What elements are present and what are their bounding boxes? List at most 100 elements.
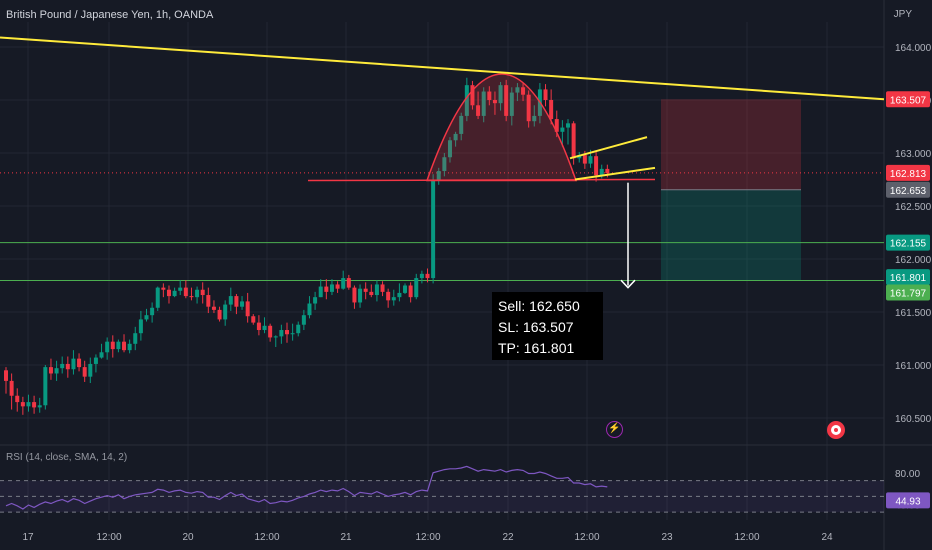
currency-label: JPY	[893, 9, 912, 20]
candle-body	[116, 341, 121, 350]
time-tick-label: 23	[661, 532, 673, 543]
economic-event-icon[interactable]	[827, 421, 845, 439]
candle-body	[240, 301, 245, 307]
candle-body	[335, 284, 340, 289]
candle-body	[195, 289, 200, 298]
candle-body	[386, 291, 391, 301]
candle-body	[324, 286, 329, 292]
candle-body	[9, 380, 14, 396]
candle-body	[183, 287, 188, 297]
candle-body	[313, 297, 318, 304]
candle-body	[245, 301, 250, 317]
time-tick-label: 21	[340, 532, 352, 543]
candle-body	[358, 288, 363, 303]
candle-body	[419, 273, 424, 279]
price-label-badge	[886, 181, 930, 198]
candle-body	[464, 85, 469, 116]
candle-body	[414, 278, 419, 298]
candle-body	[605, 168, 610, 174]
take-profit-zone	[661, 189, 801, 281]
candle-body	[127, 343, 132, 351]
candle-body	[582, 155, 587, 164]
candle-body	[133, 333, 138, 344]
candle-body	[341, 278, 346, 289]
price-labels: 44.93 163.507 162.813 162.653 162.155 161.801…	[886, 91, 930, 509]
candle-body	[307, 303, 312, 316]
stop-loss-zone	[661, 99, 801, 190]
candle-body	[459, 115, 464, 134]
candle-body	[172, 290, 177, 297]
price-label-badge	[886, 269, 930, 286]
rsi-tick-label: 80.00	[895, 469, 920, 480]
candle-body	[301, 315, 306, 325]
candle-body	[442, 157, 447, 172]
neckline-trendline	[307, 178, 656, 182]
candle-body	[369, 291, 374, 296]
candle-body	[150, 307, 155, 316]
price-tick-label: 161.500	[895, 308, 932, 319]
symbol-title[interactable]: British Pound / Japanese Yen, 1h, OANDA	[6, 9, 214, 21]
candle-body	[15, 395, 20, 403]
candle-body	[26, 402, 31, 407]
price-label-badge	[886, 234, 930, 251]
candle-body	[200, 289, 205, 296]
candle-body	[228, 296, 233, 305]
candle-body	[206, 295, 211, 307]
price-tick-label: 162.000	[895, 255, 932, 266]
time-tick-label: 24	[821, 532, 833, 543]
trade-annotation[interactable]: Sell: 162.650 SL: 163.507 TP: 161.801	[492, 292, 603, 360]
candle-body	[234, 296, 239, 307]
candle-body	[588, 156, 593, 164]
candle-body	[526, 94, 531, 122]
candle-body	[346, 278, 351, 288]
candle-body	[431, 180, 436, 279]
rounding-top-pattern	[425, 73, 578, 182]
candle-body	[487, 91, 492, 100]
price-label-text: 163.507	[890, 95, 927, 106]
candle-body	[48, 367, 53, 374]
candle-body	[296, 324, 301, 334]
candle-body	[71, 358, 76, 370]
descending-resistance-trendline	[0, 36, 885, 101]
price-label-text: 161.801	[890, 273, 927, 284]
time-tick-label: 20	[182, 532, 194, 543]
time-tick-label: 12:00	[734, 532, 759, 543]
time-tick-label: 12:00	[415, 532, 440, 543]
candle-body	[509, 92, 514, 116]
candle-body	[262, 325, 267, 331]
candle-body	[256, 322, 261, 331]
candle-body	[77, 358, 82, 368]
rsi-value-badge	[886, 492, 930, 509]
annotation-tp: TP: 161.801	[498, 340, 575, 356]
candle-body	[397, 292, 402, 298]
price-label-badge	[886, 91, 930, 108]
chart-drawings	[0, 36, 885, 289]
annotation-sl: SL: 163.507	[498, 319, 574, 335]
candle-body	[498, 85, 503, 104]
candle-body	[476, 105, 481, 116]
candle-body	[453, 133, 458, 141]
candle-body	[166, 289, 171, 297]
candle-body	[105, 341, 110, 353]
price-label-text: 162.155	[890, 239, 927, 250]
rsi-indicator-title[interactable]: RSI (14, close, SMA, 14, 2)	[6, 452, 128, 463]
candle-body	[290, 333, 295, 335]
candle-body	[54, 368, 59, 374]
wedge-lower-trendline	[574, 166, 656, 181]
candle-body	[138, 319, 143, 334]
candle-body	[447, 140, 452, 158]
candle-body	[178, 287, 183, 291]
candle-body	[217, 309, 222, 320]
price-label-text: 162.813	[890, 169, 927, 180]
annotation-sell: Sell: 162.650	[498, 298, 580, 314]
candle-body	[211, 306, 216, 310]
time-tick-label: 12:00	[254, 532, 279, 543]
target-arrow-head	[620, 279, 636, 289]
candle-body	[285, 330, 289, 335]
candle-body	[481, 91, 486, 116]
candle-body	[352, 287, 357, 303]
candle-body	[470, 85, 475, 106]
candle-body	[380, 284, 385, 292]
lightning-event-icon[interactable]: ⚡	[606, 421, 623, 438]
